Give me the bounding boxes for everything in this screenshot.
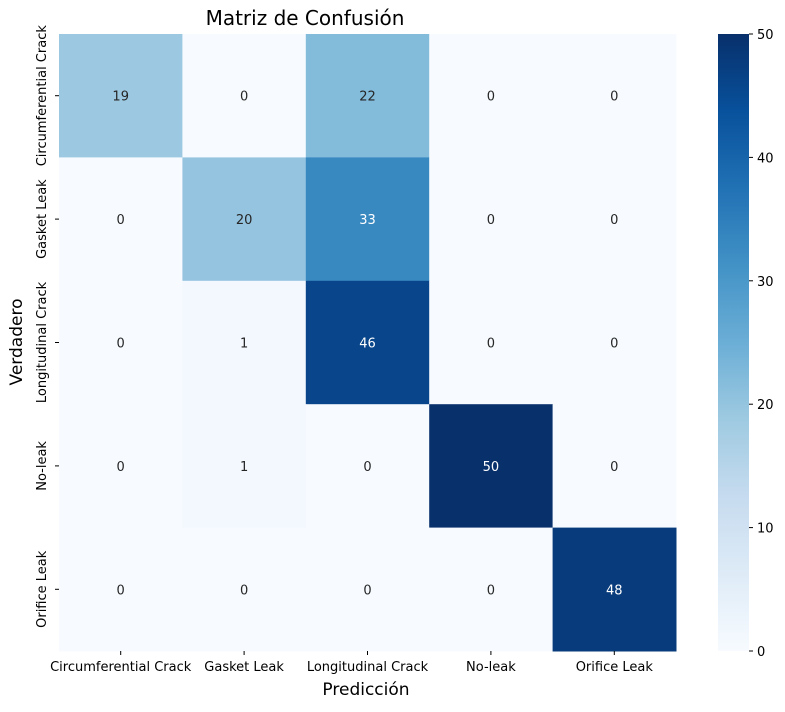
cell-value-label: 0 xyxy=(117,583,125,598)
cell-value-label: 0 xyxy=(610,337,618,352)
heatmap-cell xyxy=(429,34,554,158)
y-tick-label: Orifice Leak xyxy=(35,550,50,628)
cell-value-label: 0 xyxy=(117,337,125,352)
chart-title: Matriz de Confusión xyxy=(206,6,405,30)
heatmap-cell xyxy=(59,34,183,158)
heatmap-cell xyxy=(305,34,430,158)
heatmap-cell xyxy=(429,280,554,405)
x-axis-label: Predicción xyxy=(322,680,409,700)
heatmap-cell xyxy=(429,404,554,529)
heatmap-cell xyxy=(305,280,430,405)
x-tick-label: Gasket Leak xyxy=(204,660,284,675)
cell-value-label: 0 xyxy=(117,460,125,475)
x-tick-label: Circumferential Crack xyxy=(50,660,192,675)
heatmap-cell xyxy=(552,404,677,529)
cell-value-label: 0 xyxy=(610,90,618,105)
heatmap-cell xyxy=(552,34,677,158)
colorbar xyxy=(718,34,749,651)
heatmap-cell xyxy=(182,157,307,282)
cell-value-label: 0 xyxy=(363,460,371,475)
heatmap-cell xyxy=(59,157,183,282)
colorbar-tick-label: 50 xyxy=(757,28,774,43)
heatmap-cell xyxy=(59,527,183,652)
x-tick-label: No-leak xyxy=(466,660,516,675)
cell-value-label: 19 xyxy=(112,90,129,105)
heatmap-cell xyxy=(552,157,677,282)
heatmap-cell xyxy=(59,404,183,529)
cell-value-label: 20 xyxy=(236,213,253,228)
y-tick-label: Circumferential Crack xyxy=(35,25,50,167)
cell-value-label: 0 xyxy=(117,213,125,228)
cell-value-label: 0 xyxy=(610,213,618,228)
cell-value-label: 0 xyxy=(487,213,495,228)
cell-value-label: 46 xyxy=(359,337,376,352)
x-tick-label: Orifice Leak xyxy=(576,660,654,675)
heatmap-cell xyxy=(552,527,677,652)
x-axis-ticks: Circumferential Crack Gasket Leak Longitud… xyxy=(50,651,653,675)
cell-value-label: 0 xyxy=(487,90,495,105)
cell-value-label: 0 xyxy=(610,460,618,475)
colorbar-ticks: 0 10 20 30 40 50 xyxy=(749,28,774,660)
colorbar-gradient xyxy=(718,34,749,651)
x-tick-label: Longitudinal Crack xyxy=(307,660,429,675)
heatmap-cells: 19 0 22 0 0 0 20 33 0 0 0 1 46 0 0 0 1 0 50 0 0 0 0 0 48 xyxy=(59,34,677,652)
heatmap-cell xyxy=(305,404,430,529)
cell-value-label: 50 xyxy=(483,460,500,475)
cell-value-label: 1 xyxy=(240,460,248,475)
y-tick-label: No-leak xyxy=(35,441,50,491)
heatmap-cell xyxy=(429,527,554,652)
cell-value-label: 33 xyxy=(359,213,376,228)
colorbar-tick-label: 0 xyxy=(757,645,765,660)
heatmap-cell xyxy=(305,527,430,652)
cell-value-label: 22 xyxy=(359,90,376,105)
heatmap-cell xyxy=(182,280,307,405)
heatmap-cell xyxy=(182,404,307,529)
cell-value-label: 0 xyxy=(487,337,495,352)
colorbar-tick-label: 10 xyxy=(757,522,774,537)
y-axis-label: Verdadero xyxy=(7,299,27,386)
cell-value-label: 48 xyxy=(606,583,623,598)
colorbar-tick-label: 40 xyxy=(757,151,774,166)
colorbar-tick-label: 30 xyxy=(757,275,774,290)
y-tick-label: Longitudinal Crack xyxy=(35,281,50,403)
heatmap-cell xyxy=(429,157,554,282)
y-tick-label: Gasket Leak xyxy=(35,179,50,259)
y-axis-ticks: Circumferential Crack Gasket Leak Longitud… xyxy=(35,25,59,628)
heatmap-cell xyxy=(182,527,307,652)
cell-value-label: 1 xyxy=(240,337,248,352)
colorbar-tick-label: 20 xyxy=(757,398,774,413)
cell-value-label: 0 xyxy=(240,90,248,105)
cell-value-label: 0 xyxy=(363,583,371,598)
heatmap-cell xyxy=(552,280,677,405)
cell-value-label: 0 xyxy=(487,583,495,598)
heatmap-cell xyxy=(305,157,430,282)
cell-value-label: 0 xyxy=(240,583,248,598)
heatmap-cell xyxy=(182,34,307,158)
heatmap-cell xyxy=(59,280,183,405)
